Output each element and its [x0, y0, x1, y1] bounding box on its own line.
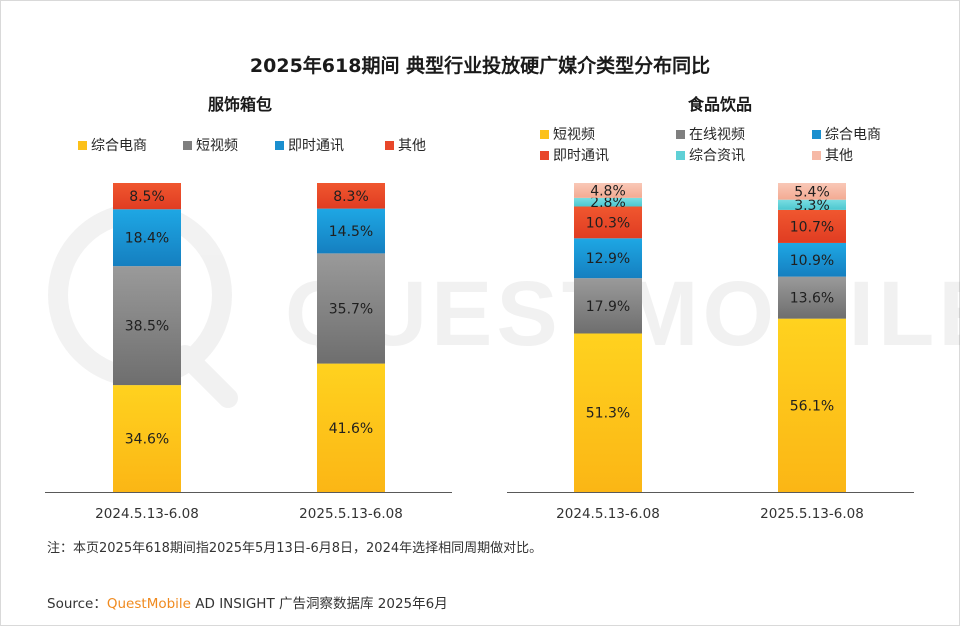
legend-item: 其他 — [812, 148, 853, 164]
bar-segment — [778, 242, 846, 277]
data-label: 18.4% — [125, 231, 169, 247]
data-label: 56.1% — [790, 398, 834, 414]
data-label: 8.3% — [333, 189, 369, 205]
legend-swatch — [676, 130, 685, 139]
bar-segment — [317, 253, 385, 364]
legend-swatch — [812, 130, 821, 139]
source-rest: AD INSIGHT 广告洞察数据库 2025年6月 — [191, 595, 448, 612]
page-title: 2025年618期间 典型行业投放硬广媒介类型分布同比 — [250, 54, 710, 77]
data-label: 38.5% — [125, 319, 169, 335]
data-label: 14.5% — [329, 224, 373, 240]
source-line: Source：QuestMobile AD INSIGHT 广告洞察数据库 20… — [47, 595, 448, 612]
bar-segment — [317, 363, 385, 492]
bar-segment — [778, 209, 846, 243]
data-label: 10.3% — [586, 215, 630, 231]
bar-segment — [113, 385, 181, 492]
x-tick-label: 2025.5.13-6.08 — [299, 506, 403, 522]
x-tick-label: 2024.5.13-6.08 — [556, 506, 660, 522]
legend-label: 其他 — [398, 138, 426, 154]
bar-segment — [113, 266, 181, 386]
legend-swatch — [385, 141, 394, 150]
bar-segment — [778, 318, 846, 492]
source-label: Source： — [47, 596, 107, 612]
legend-label: 即时通讯 — [288, 138, 344, 154]
legend-item: 综合电商 — [812, 127, 881, 143]
bar-segment — [317, 208, 385, 254]
legend-label: 短视频 — [196, 138, 238, 154]
legend-swatch — [676, 151, 685, 160]
legend-swatch — [540, 130, 549, 139]
bar-segment — [778, 276, 846, 319]
bar-segment — [574, 206, 642, 239]
legend-label: 综合电商 — [91, 138, 147, 154]
bar-segment — [574, 278, 642, 334]
data-label: 3.3% — [794, 198, 830, 214]
legend-item: 即时通讯 — [540, 148, 609, 164]
bar-segment — [113, 183, 181, 210]
bar-segment — [778, 199, 846, 210]
legend-item: 其他 — [385, 138, 426, 154]
legend-swatch — [812, 151, 821, 160]
chart-title: 服饰箱包 — [208, 95, 272, 114]
legend-item: 短视频 — [183, 138, 238, 154]
legend-label: 在线视频 — [689, 127, 745, 143]
data-label: 2.8% — [590, 195, 626, 211]
legend-label: 其他 — [825, 148, 853, 164]
data-label: 17.9% — [586, 299, 630, 315]
bar-segment — [574, 197, 642, 207]
legend-label: 综合电商 — [825, 127, 881, 143]
legend-item: 综合资讯 — [676, 148, 745, 164]
data-label: 5.4% — [794, 184, 830, 200]
data-label: 34.6% — [125, 432, 169, 448]
legend-label: 即时通讯 — [553, 148, 609, 164]
data-label: 12.9% — [586, 251, 630, 267]
footnote: 注：本页2025年618期间指2025年5月13日-6月8日，2024年选择相同… — [47, 541, 542, 556]
legend-item: 短视频 — [540, 127, 595, 143]
data-label: 8.5% — [129, 189, 165, 205]
chart-title: 食品饮品 — [687, 95, 752, 114]
data-label: 41.6% — [329, 421, 373, 437]
bar-segment — [574, 183, 642, 198]
legend-item: 综合电商 — [78, 138, 147, 154]
legend-swatch — [183, 141, 192, 150]
legend-swatch — [275, 141, 284, 150]
legend-swatch — [540, 151, 549, 160]
bar-segment — [574, 238, 642, 279]
legend-label: 综合资讯 — [689, 148, 745, 164]
data-label: 35.7% — [329, 301, 373, 317]
bar-segment — [113, 209, 181, 267]
legend-swatch — [78, 141, 87, 150]
source-brand: QuestMobile — [107, 596, 191, 612]
legend-item: 即时通讯 — [275, 138, 344, 154]
data-label: 13.6% — [790, 291, 834, 307]
bar-segment — [574, 333, 642, 492]
legend-label: 短视频 — [553, 127, 595, 143]
data-label: 51.3% — [586, 406, 630, 422]
data-label: 10.7% — [790, 219, 834, 235]
legend-item: 在线视频 — [676, 127, 745, 143]
data-label: 4.8% — [590, 183, 626, 199]
bar-segment — [317, 183, 385, 209]
bar-segment — [778, 183, 846, 200]
watermark-logo-tail-icon — [175, 345, 238, 408]
x-tick-label: 2025.5.13-6.08 — [760, 506, 864, 522]
x-tick-label: 2024.5.13-6.08 — [95, 506, 199, 522]
data-label: 10.9% — [790, 253, 834, 269]
